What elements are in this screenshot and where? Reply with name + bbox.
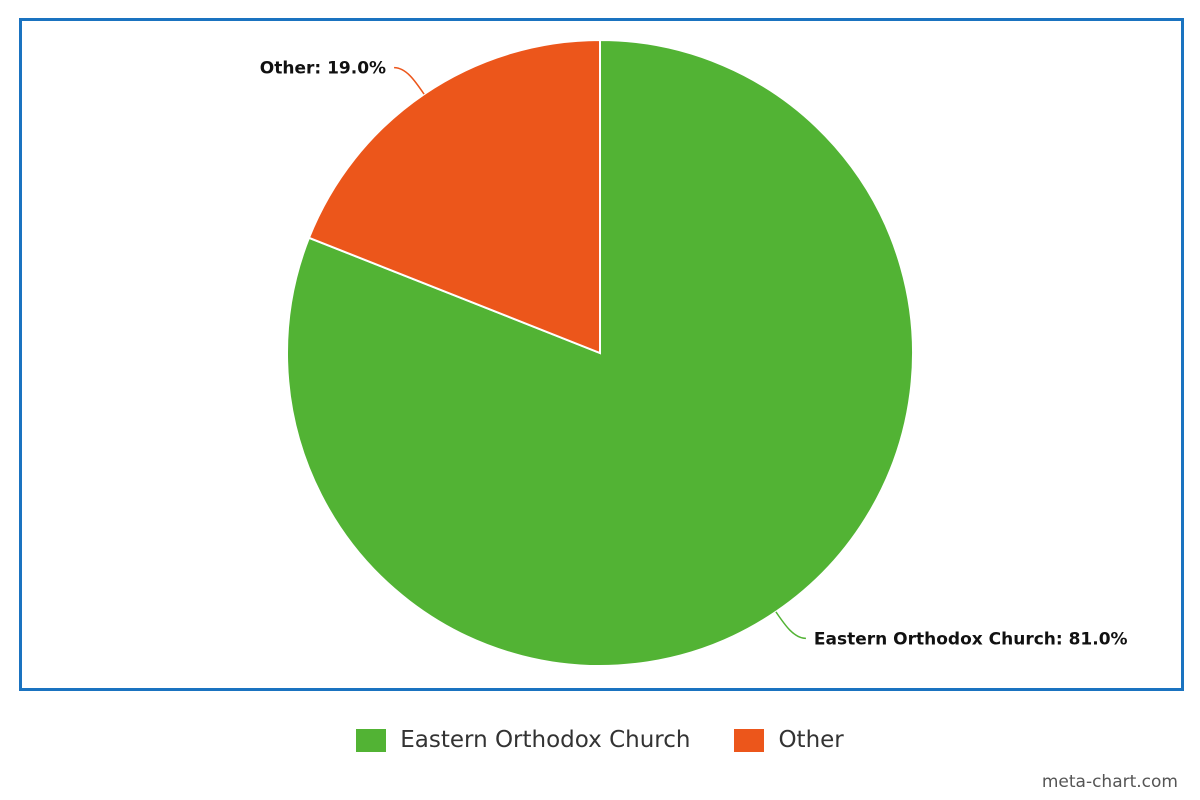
legend-label-eastern-orthodox-church: Eastern Orthodox Church — [400, 727, 691, 753]
legend-swatch-eastern-orthodox-church — [356, 728, 387, 752]
label-connectors — [394, 66, 806, 640]
pie-slice-other[interactable] — [307, 38, 601, 355]
slice-label-eastern-orthodox-church: Eastern Orthodox Church: 81.0% — [814, 629, 1128, 649]
legend-label-other: Other — [778, 727, 844, 753]
pie-slice-eastern-orthodox-church[interactable] — [286, 38, 914, 667]
slice-labels: Eastern Orthodox Church: 81.0% Other: 19… — [260, 59, 1128, 650]
watermark: meta-chart.com — [1041, 772, 1178, 792]
slice-label-other: Other: 19.0% — [260, 59, 386, 79]
legend-item-other[interactable]: Other — [734, 727, 844, 753]
pie-slices — [286, 38, 914, 667]
legend-item-eastern-orthodox-church[interactable]: Eastern Orthodox Church — [356, 727, 690, 753]
legend-swatch-other — [734, 728, 765, 752]
label-connector-eastern-orthodox-church — [775, 611, 806, 640]
legend: Eastern Orthodox Church Other — [0, 724, 1200, 756]
label-connector-other — [394, 66, 425, 95]
